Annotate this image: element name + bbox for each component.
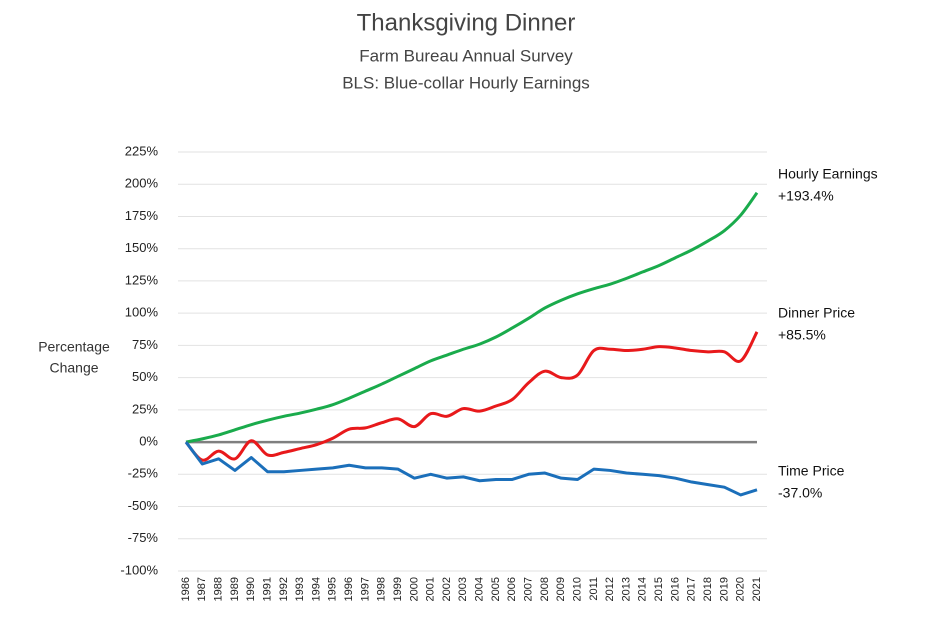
- x-tick-label: 2018: [702, 577, 714, 601]
- x-tick-label: 2012: [604, 577, 616, 601]
- y-axis-label: Percentage: [38, 339, 110, 355]
- x-tick-label: 1986: [180, 577, 192, 601]
- chart-subtitle: Farm Bureau Annual Survey: [359, 46, 573, 65]
- x-tick-label: 1995: [327, 577, 339, 601]
- x-tick-label: 2002: [441, 577, 453, 601]
- y-tick-label: 225%: [125, 143, 159, 158]
- series-end-label: +193.4%: [778, 187, 834, 203]
- y-tick-label: 100%: [125, 305, 159, 320]
- y-tick-label: -75%: [128, 530, 159, 545]
- x-tick-label: 1999: [392, 577, 404, 601]
- x-tick-label: 1987: [196, 577, 208, 601]
- y-tick-label: 50%: [132, 369, 158, 384]
- x-tick-label: 2008: [539, 577, 551, 601]
- x-tick-label: 1992: [278, 577, 290, 601]
- y-tick-label: 0%: [139, 434, 158, 449]
- chart-subtitle: BLS: Blue-collar Hourly Earnings: [342, 73, 590, 92]
- x-tick-label: 2006: [506, 577, 518, 601]
- y-tick-label: -50%: [128, 498, 159, 513]
- line-series: [185, 191, 759, 444]
- y-tick-label: -100%: [120, 562, 158, 577]
- line-series: [184, 441, 758, 497]
- line-series: [184, 331, 759, 462]
- series-label: Dinner Price: [778, 305, 855, 321]
- x-tick-label: 1988: [213, 577, 225, 601]
- x-tick-label: 2011: [588, 577, 600, 601]
- y-tick-label: 25%: [132, 401, 158, 416]
- series-label: Time Price: [778, 462, 845, 478]
- x-tick-label: 1994: [310, 577, 322, 601]
- x-tick-label: 2016: [669, 577, 681, 601]
- y-tick-label: -25%: [128, 466, 159, 481]
- x-tick-label: 2017: [686, 577, 698, 601]
- series-end-label: +85.5%: [778, 327, 826, 343]
- series-label: Hourly Earnings: [778, 165, 878, 181]
- x-tick-label: 2014: [637, 577, 649, 601]
- x-tick-label: 1997: [359, 577, 371, 601]
- x-tick-label: 2007: [523, 577, 535, 601]
- x-tick-label: 2015: [653, 577, 665, 601]
- y-tick-label: 75%: [132, 337, 158, 352]
- y-tick-label: 175%: [125, 208, 159, 223]
- x-tick-label: 2003: [457, 577, 469, 601]
- x-tick-label: 1989: [229, 577, 241, 601]
- x-tick-label: 2021: [751, 577, 763, 601]
- x-tick-label: 2009: [555, 577, 567, 601]
- y-tick-label: 200%: [125, 176, 159, 191]
- y-tick-label: 150%: [125, 240, 159, 255]
- chart-title: Thanksgiving Dinner: [357, 9, 576, 36]
- x-tick-label: 2000: [408, 577, 420, 601]
- x-tick-label: 1998: [376, 577, 388, 601]
- x-tick-label: 2019: [718, 577, 730, 601]
- y-axis-label: Change: [49, 360, 98, 376]
- series-end-label: -37.0%: [778, 484, 822, 500]
- x-tick-label: 2004: [474, 577, 486, 601]
- x-tick-label: 1993: [294, 577, 306, 601]
- x-tick-label: 1991: [261, 577, 273, 601]
- x-tick-label: 2001: [425, 577, 437, 601]
- x-tick-label: 2013: [620, 577, 632, 601]
- x-tick-label: 2020: [735, 577, 747, 601]
- x-tick-label: 2005: [490, 577, 502, 601]
- x-tick-label: 1996: [343, 577, 355, 601]
- x-tick-label: 1990: [245, 577, 257, 601]
- y-tick-label: 125%: [125, 272, 159, 287]
- x-tick-label: 2010: [571, 577, 583, 601]
